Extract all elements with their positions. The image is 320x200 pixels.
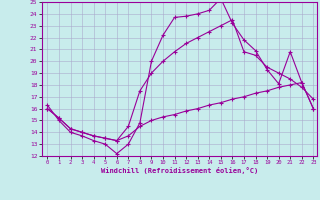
X-axis label: Windchill (Refroidissement éolien,°C): Windchill (Refroidissement éolien,°C) [100,167,258,174]
